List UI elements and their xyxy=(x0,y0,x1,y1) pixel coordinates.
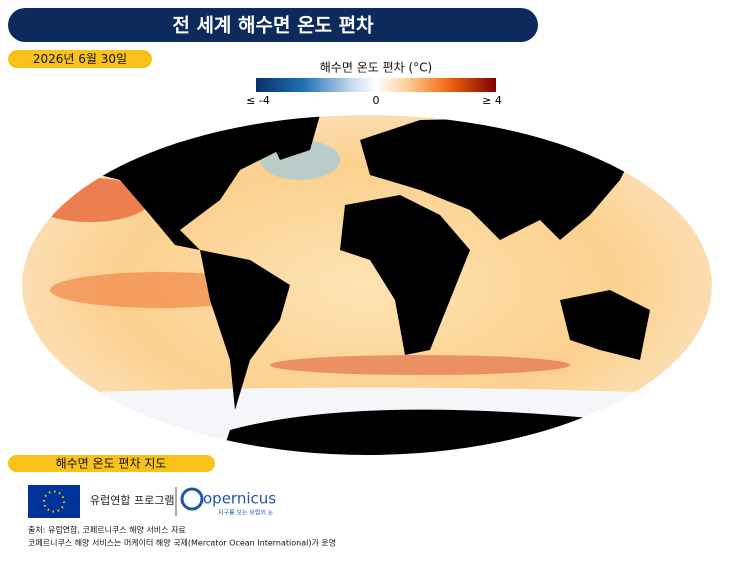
source-line: 출처: 유럽연합, 코페르니쿠스 해양 서비스 자료 xyxy=(28,525,186,535)
colorbar xyxy=(256,78,496,92)
date-pill xyxy=(8,50,152,68)
title: 전 세계 해수면 온도 편차 xyxy=(172,15,374,37)
eu-flag xyxy=(28,485,80,518)
legend-mid: 0 xyxy=(373,94,380,107)
title-bar xyxy=(8,8,538,42)
copernicus-c xyxy=(180,487,204,511)
caption-pill xyxy=(8,455,215,472)
eu-label: 유럽연합 프로그램 xyxy=(90,493,174,507)
legend-min: ≤ -4 xyxy=(246,94,270,107)
date: 2026년 6월 30일 xyxy=(33,52,127,66)
source-line: 코페르니쿠스 해양 서비스는 머케이터 해양 국제(Mercator Ocean… xyxy=(28,538,336,548)
copernicus-tagline: 지구를 보는 유럽의 눈 xyxy=(218,509,274,517)
copernicus-name: opernicus xyxy=(203,490,276,508)
eu-stars xyxy=(43,490,65,513)
map-caption: 해수면 온도 편차 지도 xyxy=(56,457,167,471)
legend-max: ≥ 4 xyxy=(482,94,502,107)
map xyxy=(22,115,712,455)
legend-title: 해수면 온도 편차 (°C) xyxy=(320,61,432,75)
